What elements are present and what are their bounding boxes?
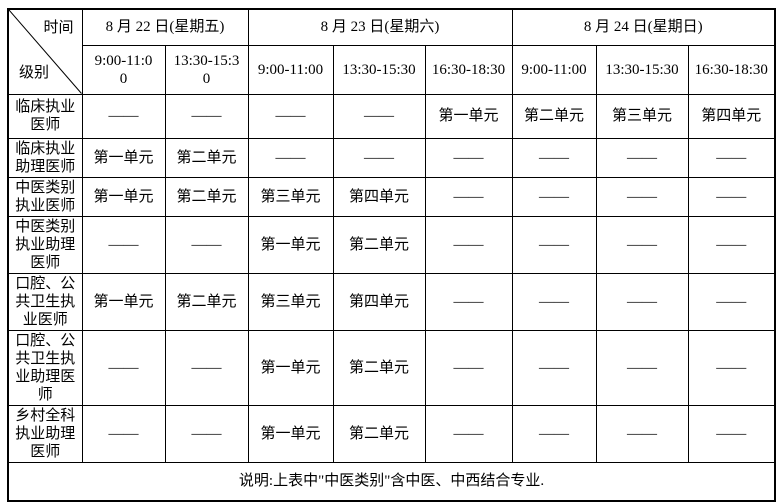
schedule-cell: —— [687, 329, 776, 406]
table-row: 乡村全科执业助理医师 —— —— 第一单元 第二单元 —— —— —— —— [7, 404, 776, 463]
schedule-cell: —— [595, 176, 689, 217]
schedule-cell: —— [687, 404, 776, 463]
schedule-cell: —— [687, 215, 776, 274]
schedule-cell: —— [81, 93, 166, 139]
schedule-cell: —— [595, 329, 689, 406]
schedule-cell: 第二单元 [164, 137, 249, 178]
schedule-cell: —— [424, 272, 513, 331]
schedule-cell: 第二单元 [332, 404, 426, 463]
schedule-cell: —— [164, 329, 249, 406]
schedule-cell: 第四单元 [332, 272, 426, 331]
schedule-cell: 第二单元 [332, 329, 426, 406]
table-row: 口腔、公共卫生执业医师 第一单元 第二单元 第三单元 第四单元 —— —— ——… [7, 272, 776, 331]
row-label: 口腔、公共卫生执业助理医师 [7, 329, 83, 406]
schedule-cell: —— [164, 404, 249, 463]
time-header: 13:30-15:3 0 [164, 44, 249, 95]
schedule-cell: —— [511, 329, 597, 406]
time-header: 13:30-15:30 [595, 44, 689, 95]
schedule-cell: 第二单元 [511, 93, 597, 139]
time-header: 9:00-11:0 0 [81, 44, 166, 95]
schedule-cell: —— [595, 404, 689, 463]
schedule-cell: 第三单元 [247, 176, 334, 217]
schedule-cell: —— [687, 176, 776, 217]
schedule-cell: —— [511, 137, 597, 178]
time-header: 16:30-18:30 [424, 44, 513, 95]
time-header: 9:00-11:00 [511, 44, 597, 95]
schedule-cell: —— [424, 404, 513, 463]
schedule-cell: 第一单元 [247, 215, 334, 274]
schedule-cell: —— [164, 93, 249, 139]
note-row: 说明:上表中"中医类别"含中医、中西结合专业. [7, 461, 776, 502]
time-header-row: 9:00-11:0 0 13:30-15:3 0 9:00-11:00 13:3… [8, 44, 776, 95]
time-header: 9:00-11:00 [247, 44, 334, 95]
schedule-cell: —— [424, 215, 513, 274]
schedule-cell: 第二单元 [164, 176, 249, 217]
row-label: 临床执业助理医师 [7, 137, 83, 178]
table-note: 说明:上表中"中医类别"含中医、中西结合专业. [7, 461, 776, 502]
schedule-cell: —— [247, 137, 334, 178]
table-row: 口腔、公共卫生执业助理医师 —— —— 第一单元 第二单元 —— —— —— —… [7, 329, 776, 406]
schedule-cell: —— [511, 176, 597, 217]
schedule-cell: —— [164, 215, 249, 274]
schedule-cell: 第四单元 [687, 93, 776, 139]
schedule-cell: —— [511, 215, 597, 274]
day-header-row: 时间 级别 8 月 22 日(星期五) 8 月 23 日(星期六) 8 月 24… [7, 8, 776, 95]
table-row: 中医类别执业医师 第一单元 第二单元 第三单元 第四单元 —— —— —— —— [7, 176, 776, 217]
table-row: 临床执业助理医师 第一单元 第二单元 —— —— —— —— —— —— [7, 137, 776, 178]
day-header-aug23: 8 月 23 日(星期六) [247, 8, 513, 46]
schedule-cell: —— [424, 329, 513, 406]
schedule-cell: 第一单元 [81, 137, 166, 178]
schedule-cell: —— [595, 272, 689, 331]
diagonal-line [9, 10, 82, 94]
schedule-cell: —— [687, 137, 776, 178]
schedule-cell: —— [332, 137, 426, 178]
schedule-cell: 第一单元 [247, 404, 334, 463]
schedule-cell: 第三单元 [595, 93, 689, 139]
day-header-aug22: 8 月 22 日(星期五) [81, 8, 249, 46]
schedule-cell: —— [81, 329, 166, 406]
schedule-cell: —— [332, 93, 426, 139]
schedule-cell: —— [424, 137, 513, 178]
schedule-cell: 第三单元 [247, 272, 334, 331]
exam-schedule-table: 时间 级别 8 月 22 日(星期五) 8 月 23 日(星期六) 8 月 24… [7, 8, 777, 502]
schedule-cell: —— [81, 215, 166, 274]
table-row: 中医类别执业助理医师 —— —— 第一单元 第二单元 —— —— —— —— [7, 215, 776, 274]
schedule-cell: 第一单元 [81, 272, 166, 331]
corner-time-label: 时间 [43, 20, 74, 36]
table-row: 临床执业医师 —— —— —— —— 第一单元 第二单元 第三单元 第四单元 [7, 93, 776, 139]
schedule-cell: —— [247, 93, 334, 139]
schedule-cell: 第一单元 [247, 329, 334, 406]
exam-schedule-page: 时间 级别 8 月 22 日(星期五) 8 月 23 日(星期六) 8 月 24… [7, 8, 777, 502]
row-label: 乡村全科执业助理医师 [7, 404, 83, 463]
schedule-cell: —— [595, 137, 689, 178]
time-header: 16:30-18:30 [687, 44, 776, 95]
schedule-cell: —— [511, 404, 597, 463]
day-header-aug24: 8 月 24 日(星期日) [511, 8, 776, 46]
row-label: 口腔、公共卫生执业医师 [7, 272, 83, 331]
schedule-cell: 第一单元 [81, 176, 166, 217]
row-label: 中医类别执业医师 [7, 176, 83, 217]
schedule-cell: —— [687, 272, 776, 331]
schedule-cell: —— [424, 176, 513, 217]
schedule-cell: 第二单元 [332, 215, 426, 274]
schedule-cell: —— [595, 215, 689, 274]
schedule-cell: —— [81, 404, 166, 463]
time-header: 13:30-15:30 [332, 44, 426, 95]
corner-cell: 时间 级别 [7, 8, 83, 95]
row-label: 临床执业医师 [7, 93, 83, 139]
corner-level-label: 级别 [19, 64, 50, 81]
schedule-cell: —— [511, 272, 597, 331]
schedule-cell: 第四单元 [332, 176, 426, 217]
schedule-cell: 第二单元 [164, 272, 249, 331]
row-label: 中医类别执业助理医师 [7, 215, 83, 274]
schedule-cell: 第一单元 [424, 93, 513, 139]
